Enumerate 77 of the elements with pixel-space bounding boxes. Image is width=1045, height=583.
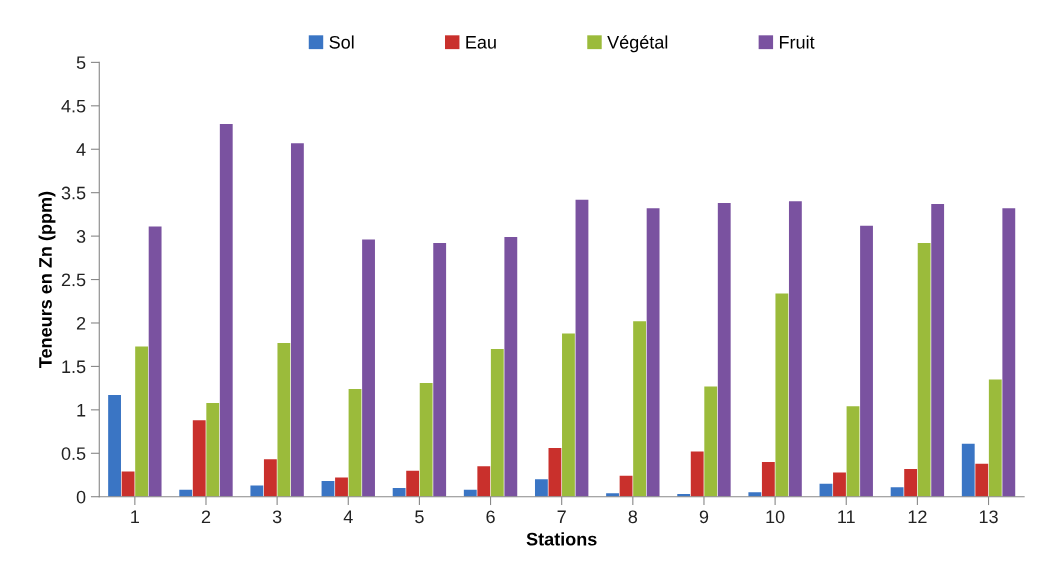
bar — [263, 459, 277, 497]
x-tick-label: 1 — [131, 510, 139, 523]
bar — [219, 124, 233, 497]
y-tick-label: 3.5 — [61, 186, 86, 200]
bar — [575, 199, 589, 497]
bar — [135, 346, 149, 497]
bar — [748, 492, 762, 497]
x-tick-label: 3 — [272, 510, 282, 524]
y-axis-title: Teneurs en Zn (ppm) — [38, 191, 56, 368]
legend-label: Eau — [466, 36, 496, 49]
bar — [917, 243, 931, 497]
bar — [890, 487, 904, 497]
bar — [121, 471, 135, 497]
y-tick-label: 4 — [76, 143, 86, 156]
bar — [250, 485, 264, 497]
x-axis-title: Stations — [526, 532, 597, 546]
bar — [788, 201, 802, 497]
x-tick-label: 9 — [699, 510, 709, 524]
bar — [562, 333, 575, 497]
bar — [192, 420, 206, 497]
bar — [690, 451, 704, 497]
legend-label: Fruit — [779, 35, 815, 49]
bar — [148, 226, 162, 497]
bar — [548, 448, 562, 497]
bar — [108, 395, 121, 497]
bar — [761, 461, 775, 497]
bar — [1002, 208, 1016, 497]
bar — [931, 203, 945, 497]
bar — [477, 466, 491, 497]
y-tick-label: 2 — [76, 316, 86, 330]
bar — [419, 382, 433, 497]
x-tick-label: 7 — [557, 510, 566, 523]
bar — [833, 472, 846, 497]
bar — [206, 402, 220, 497]
bar — [775, 293, 789, 497]
bar — [335, 477, 348, 497]
bar — [534, 479, 548, 497]
x-tick-label: 13 — [979, 510, 998, 524]
bar — [988, 379, 1002, 497]
y-tick-label: 0.5 — [61, 447, 86, 460]
bar — [433, 243, 447, 497]
y-tick-label: 3 — [76, 230, 86, 243]
bar — [975, 463, 989, 497]
bar — [290, 143, 304, 497]
y-tick-label: 2.5 — [61, 273, 86, 287]
bar — [717, 203, 731, 497]
bar — [504, 236, 518, 497]
x-tick-label: 2 — [201, 510, 211, 523]
x-tick-label: 4 — [343, 510, 353, 523]
y-tick-label: 1 — [77, 403, 86, 417]
y-tick-label: 0 — [76, 490, 86, 504]
bar — [619, 475, 633, 497]
legend-label: Sol — [329, 35, 354, 49]
bar — [348, 389, 362, 497]
bar — [860, 225, 873, 497]
bar — [392, 488, 406, 497]
bar — [961, 443, 975, 497]
bar — [633, 321, 647, 497]
y-tick-label: 1.5 — [62, 360, 86, 374]
bar — [904, 468, 918, 497]
y-tick-label: 5 — [76, 56, 86, 70]
x-tick-label: 5 — [415, 510, 424, 524]
bar — [406, 470, 420, 497]
bar — [277, 342, 291, 497]
bar — [646, 208, 660, 497]
bar — [490, 349, 504, 497]
bar — [362, 239, 375, 497]
x-tick-label: 8 — [628, 510, 638, 524]
legend-label: Végétal — [607, 35, 668, 53]
x-tick-label: 6 — [486, 510, 495, 524]
bar — [846, 406, 860, 497]
x-tick-label: 12 — [908, 510, 927, 523]
y-tick-label: 4.5 — [61, 99, 86, 113]
x-tick-label: 10 — [766, 510, 785, 524]
bar — [321, 481, 335, 497]
bar — [704, 386, 718, 497]
x-tick-label: 11 — [838, 510, 855, 523]
